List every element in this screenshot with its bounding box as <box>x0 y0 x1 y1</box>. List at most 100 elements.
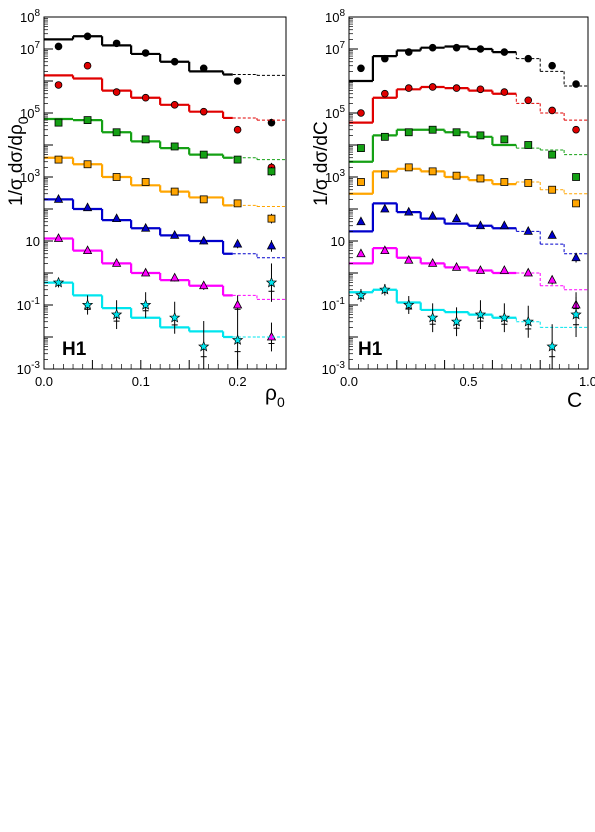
c-data-point <box>357 64 365 73</box>
rho0-data-point <box>54 118 63 127</box>
c-data-point <box>356 248 366 258</box>
rho0-data-point <box>233 125 242 134</box>
rho0-data-point <box>112 128 121 137</box>
c-data-point <box>474 308 487 320</box>
rho0-data-point <box>54 155 63 164</box>
c-data-point <box>500 178 509 186</box>
c-y-tick-label: 105 <box>325 104 345 121</box>
c-data-point <box>498 311 511 323</box>
rho0-y-tick-label: 10 <box>26 234 40 249</box>
c-ticks: 10-3 10-1 10 103 105 107 108 0.0 0.5 1.0 <box>322 8 595 389</box>
c-data-point <box>427 210 438 220</box>
c-data-point <box>571 252 581 262</box>
c-data-point <box>450 315 463 327</box>
rho0-data-point <box>267 167 276 176</box>
rho0-data-point <box>170 187 179 196</box>
c-data-point <box>404 206 414 216</box>
rho0-y-tick-label: 10-1 <box>17 296 41 313</box>
rho0-data-point <box>169 311 181 323</box>
c-data-point <box>570 308 582 320</box>
rho0-ticks: 10-3 10-1 10 103 105 107 108 0.0 0.1 0.2 <box>17 8 287 389</box>
rho0-model-line-dashed <box>232 117 286 121</box>
panel-rho0: 10-3 10-1 10 103 105 107 108 0.0 0.1 0.2 H1 1/σ d… <box>6 8 287 410</box>
rho0-x-axis-title: ρ0 <box>265 382 285 410</box>
c-data-point <box>524 179 533 187</box>
rho0-data-point <box>52 276 65 288</box>
c-data-point <box>380 170 389 179</box>
c-data-point <box>524 96 533 105</box>
c-x-tick-label: 0.0 <box>340 374 358 389</box>
c-data-point <box>547 274 557 284</box>
rho0-data-point <box>266 331 277 341</box>
rho0-data-point <box>112 39 121 48</box>
rho0-model-line-dashed <box>232 253 286 259</box>
c-data-point <box>548 106 556 115</box>
c-data-point <box>381 89 389 98</box>
c-data-point <box>523 226 533 235</box>
rho0-data-point <box>199 64 208 73</box>
rho0-data-point <box>233 199 242 208</box>
c-data-point <box>404 84 413 92</box>
rho0-data-point <box>170 272 180 282</box>
rho0-data-point <box>198 340 210 352</box>
rho0-y-tick-label: 105 <box>20 104 40 121</box>
rho0-data-point <box>267 214 276 223</box>
c-data-point <box>572 80 580 88</box>
c-data-point <box>379 283 391 295</box>
c-data-point <box>357 144 365 153</box>
c-panel-label: H1 <box>358 339 383 360</box>
rho0-data-point <box>140 267 151 277</box>
c-data-point <box>357 178 365 186</box>
c-data-point <box>547 230 557 239</box>
c-data-point <box>451 213 462 223</box>
rho0-data-point <box>83 160 92 169</box>
rho0-data-point <box>112 173 121 181</box>
c-data-point <box>355 289 367 301</box>
c-data-point <box>451 262 462 271</box>
rho0-y-tick-label: 103 <box>20 168 40 185</box>
c-data-point <box>523 267 533 277</box>
c-data-point <box>572 173 580 181</box>
c-data-point <box>548 150 557 159</box>
rho0-data-point <box>199 195 208 204</box>
c-data-point <box>476 131 485 140</box>
c-data-point <box>380 203 390 213</box>
rho0-data-point <box>83 61 92 70</box>
c-data-point <box>524 54 533 63</box>
c-y-tick-label: 107 <box>325 40 345 57</box>
rho0-data-point <box>199 280 209 290</box>
rho0-data-point <box>111 213 122 223</box>
c-data-point <box>427 258 438 267</box>
c-data-point <box>381 54 389 63</box>
c-data-point <box>404 163 413 172</box>
c-data-point <box>428 125 437 134</box>
c-data-point <box>475 265 486 274</box>
rho0-data-point <box>82 202 93 212</box>
rho0-model-line-dashed <box>232 204 286 207</box>
rho0-data-point <box>141 49 150 57</box>
rho0-data-point <box>170 142 179 151</box>
c-data-point <box>548 185 557 194</box>
c-data-point <box>546 340 558 352</box>
rho0-y-tick-label: 10-3 <box>17 360 41 377</box>
c-data-point <box>357 109 365 117</box>
c-data-point <box>500 48 509 56</box>
c-data-point <box>476 174 485 183</box>
rho0-data-point <box>111 258 122 267</box>
rho0-y-tick-label: 107 <box>20 40 40 57</box>
c-data-point <box>428 167 437 176</box>
rho0-marks <box>44 32 286 369</box>
c-data-point <box>356 216 366 226</box>
rho0-x-tick-label: 0.0 <box>35 374 53 389</box>
rho0-data-point <box>112 88 121 96</box>
rho0-data-point <box>141 93 150 102</box>
c-data-point <box>428 43 437 52</box>
rho0-y-axis-title: 1/σ dσ/dρ0 <box>6 116 31 206</box>
rho0-data-point <box>265 276 278 288</box>
rho0-data-point <box>233 155 242 164</box>
c-y-tick-label: 103 <box>325 168 345 185</box>
c-y-tick-label: 10-3 <box>322 360 346 377</box>
rho0-data-point <box>141 135 150 144</box>
c-data-point <box>572 199 580 208</box>
